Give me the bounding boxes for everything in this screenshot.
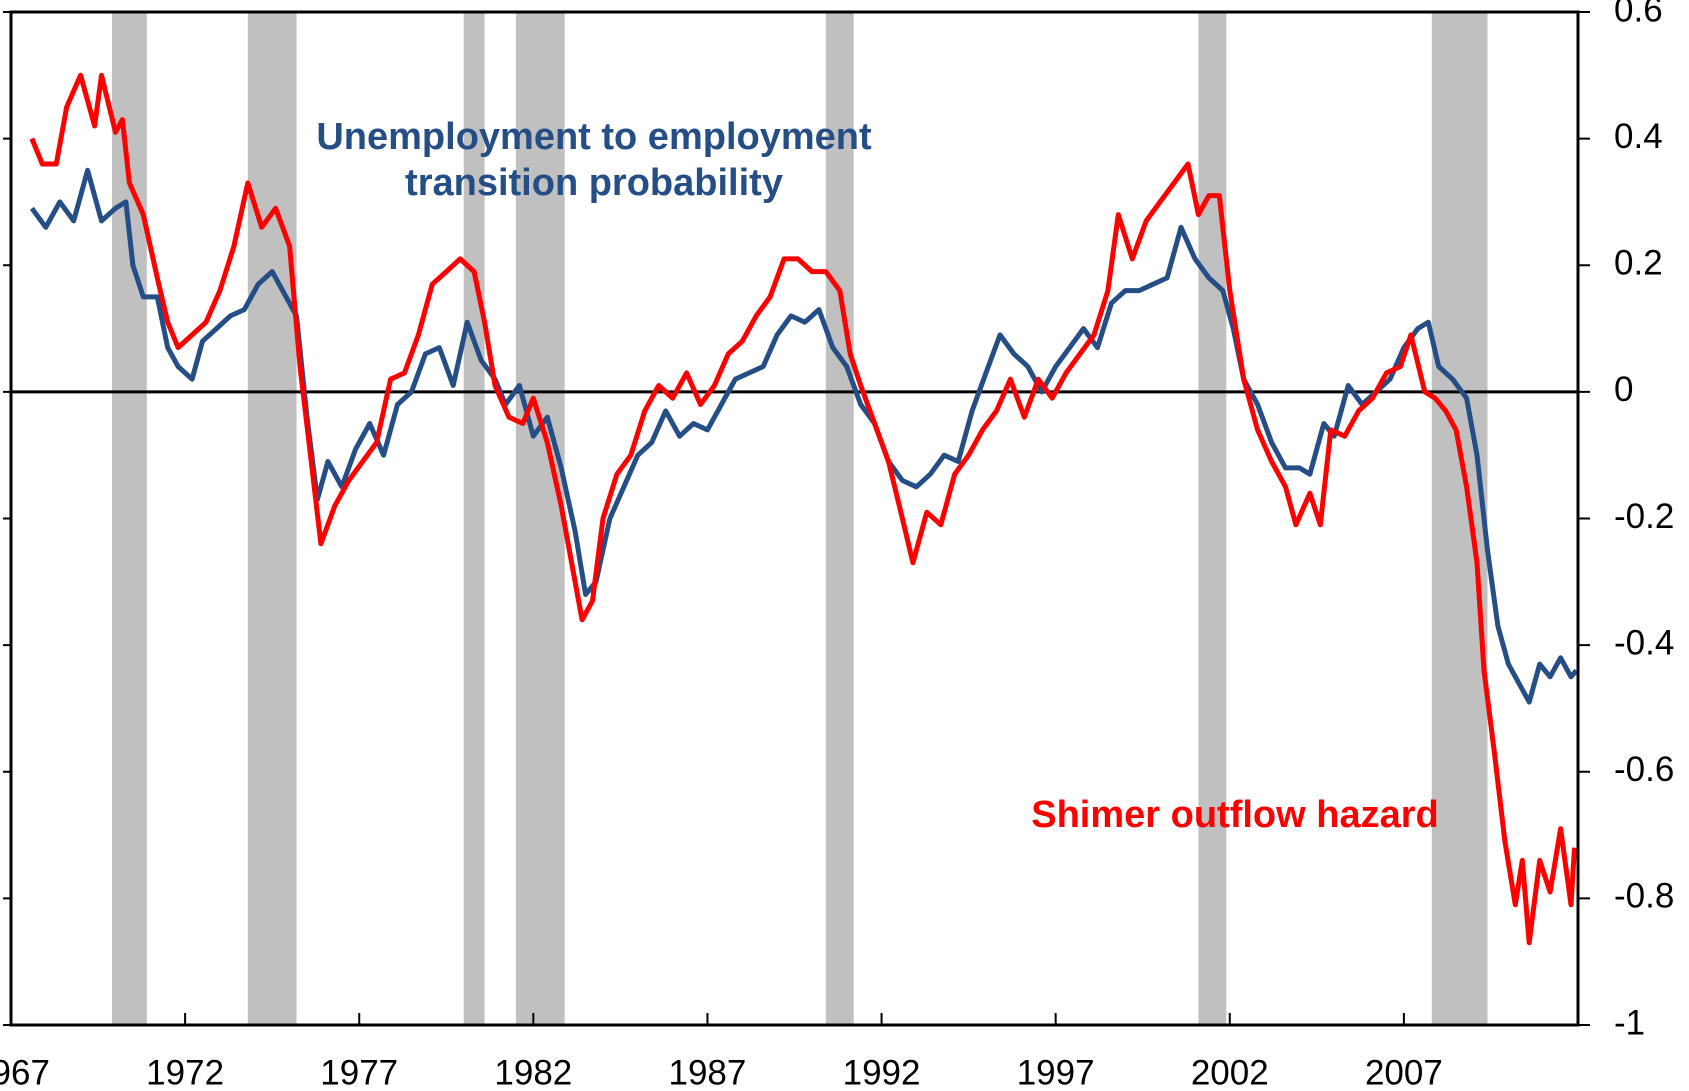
series-line — [29, 72, 1577, 946]
y-tick-label: -0.6 — [1614, 750, 1674, 789]
recession-band — [515, 12, 565, 1025]
y-tick-label: -0.4 — [1614, 623, 1674, 662]
series-label: Shimer outflow hazard — [1031, 794, 1439, 836]
series-label: Unemployment to employment transition pr… — [316, 116, 872, 204]
x-tick-label: 1977 — [320, 1053, 398, 1091]
recession-band — [1198, 12, 1227, 1025]
recession-band — [825, 12, 854, 1025]
x-tick-label: 2002 — [1191, 1053, 1269, 1091]
x-tick-label: 1972 — [146, 1053, 224, 1091]
plot-frame — [9, 10, 1580, 1027]
x-tick-label: 1997 — [1017, 1053, 1095, 1091]
y-tick-label: -1 — [1614, 1003, 1645, 1042]
x-tick-label: 1987 — [669, 1053, 747, 1091]
recession-band — [247, 12, 297, 1025]
y-tick-label: 0.6 — [1614, 0, 1663, 29]
x-tick-label: 1982 — [494, 1053, 572, 1091]
y-tick-label: 0.4 — [1614, 117, 1663, 156]
x-tick-label: 1992 — [843, 1053, 921, 1091]
y-tick-label: -0.2 — [1614, 497, 1674, 536]
y-tick-label: 0.2 — [1614, 244, 1663, 283]
recession-band — [1431, 12, 1488, 1025]
x-tick-label: 1967 — [0, 1053, 50, 1091]
x-tick-label: 2007 — [1365, 1053, 1443, 1091]
series-line — [29, 167, 1579, 705]
y-tick-label: -0.8 — [1614, 877, 1674, 916]
y-tick-label: 0 — [1614, 370, 1633, 409]
